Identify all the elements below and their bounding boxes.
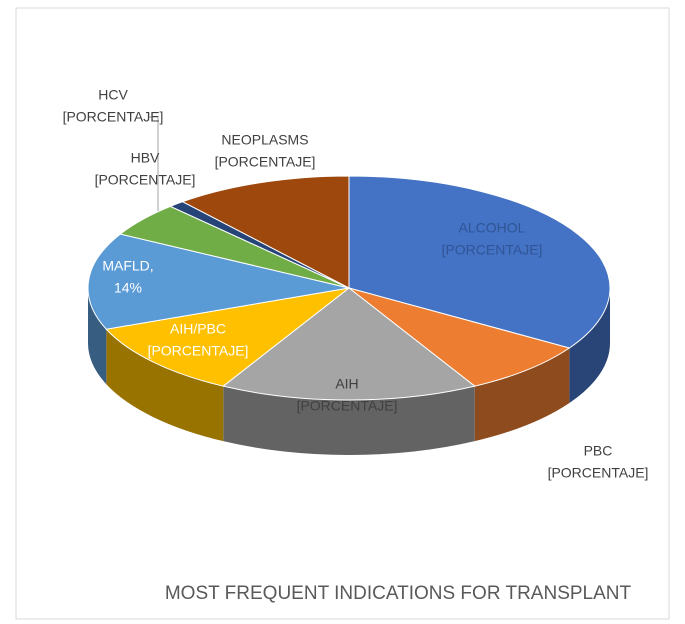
slice-category-label: MAFLD,	[102, 258, 153, 274]
slice-side	[569, 288, 610, 404]
slice-side	[88, 288, 107, 385]
pie-slice	[87, 233, 350, 330]
slice-category-label: AIH	[335, 376, 358, 392]
slice-value-label: [PORCENTAJE]	[95, 172, 196, 188]
pie-slice	[181, 175, 350, 289]
slice-value-label: [PORCENTAJE]	[297, 398, 398, 414]
chart-title: MOST FREQUENT INDICATIONS FOR TRANSPLANT	[165, 583, 632, 604]
slice-value-label: [PORCENTAJE]	[148, 343, 249, 359]
slice-category-label: HCV	[98, 87, 128, 103]
slice-value-label: [PORCENTAJE]	[215, 154, 316, 170]
pie-slice	[222, 287, 476, 401]
slice-side	[106, 329, 224, 442]
pie-slice	[105, 287, 350, 387]
slice-category-label: ALCOHOL	[459, 220, 526, 236]
pie-slice	[348, 287, 571, 387]
slice-category-label: NEOPLASMS	[221, 132, 308, 148]
leader-line	[148, 116, 159, 212]
slice-side	[474, 348, 570, 442]
slice-value-label: [PORCENTAJE]	[442, 242, 543, 258]
slice-category-label: AIH/PBC	[170, 321, 226, 337]
slice-value-label: 14%	[114, 280, 142, 296]
slice-value-label: [PORCENTAJE]	[63, 109, 164, 125]
slice-side	[223, 386, 475, 455]
pie-slice	[348, 175, 611, 349]
slice-category-label: HBV	[131, 150, 160, 166]
slice-category-label: PBC	[584, 443, 613, 459]
slice-value-label: [PORCENTAJE]	[548, 465, 649, 481]
